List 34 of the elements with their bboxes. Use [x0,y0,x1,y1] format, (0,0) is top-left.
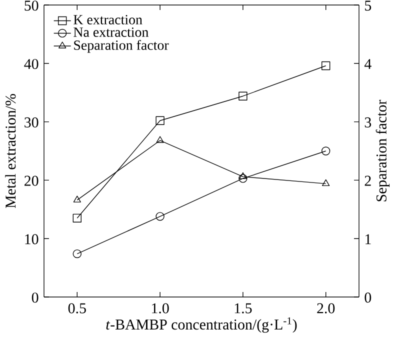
y2-tick-label: 1 [365,234,371,244]
y2-tick-label: 5 [365,0,372,11]
y2-tick-label: 3 [364,117,372,128]
x-tick-label: 0.5 [68,303,86,314]
x-axis-title: t-BAMBP concentration/(g·L$^{-1}$) [106,317,297,333]
x-tick-label: 1.0 [152,303,169,314]
legend-label: Separation factor [74,40,169,53]
point [156,116,164,125]
y-tick-label: 0 [32,292,38,303]
point [238,174,248,183]
y-tick-label: 40 [24,58,38,70]
point [156,212,164,221]
point [156,136,164,143]
point [322,179,330,186]
legend-label: Na extraction [74,27,148,37]
x-tick-label: 2.0 [317,303,335,314]
y-axis-title: Metal extraction/% [5,94,16,208]
y-tick-label: 10 [25,234,38,244]
y2-tick-label: 2 [364,176,371,186]
x-tick-label: 1.5 [234,303,252,314]
y-tick-label: 20 [24,176,38,186]
point [72,214,82,222]
y2-tick-label: 0 [364,292,372,303]
point [322,146,330,156]
point [73,196,81,202]
y2-tick-label: 4 [364,59,372,69]
point [72,249,82,258]
point [238,92,248,100]
legend-label: K extraction [74,15,142,24]
y2-axis-title: Separation factor [376,100,390,202]
y-tick-label: 30 [24,117,38,128]
point [239,172,247,180]
point [322,61,330,70]
y-tick-label: 50 [24,0,38,11]
